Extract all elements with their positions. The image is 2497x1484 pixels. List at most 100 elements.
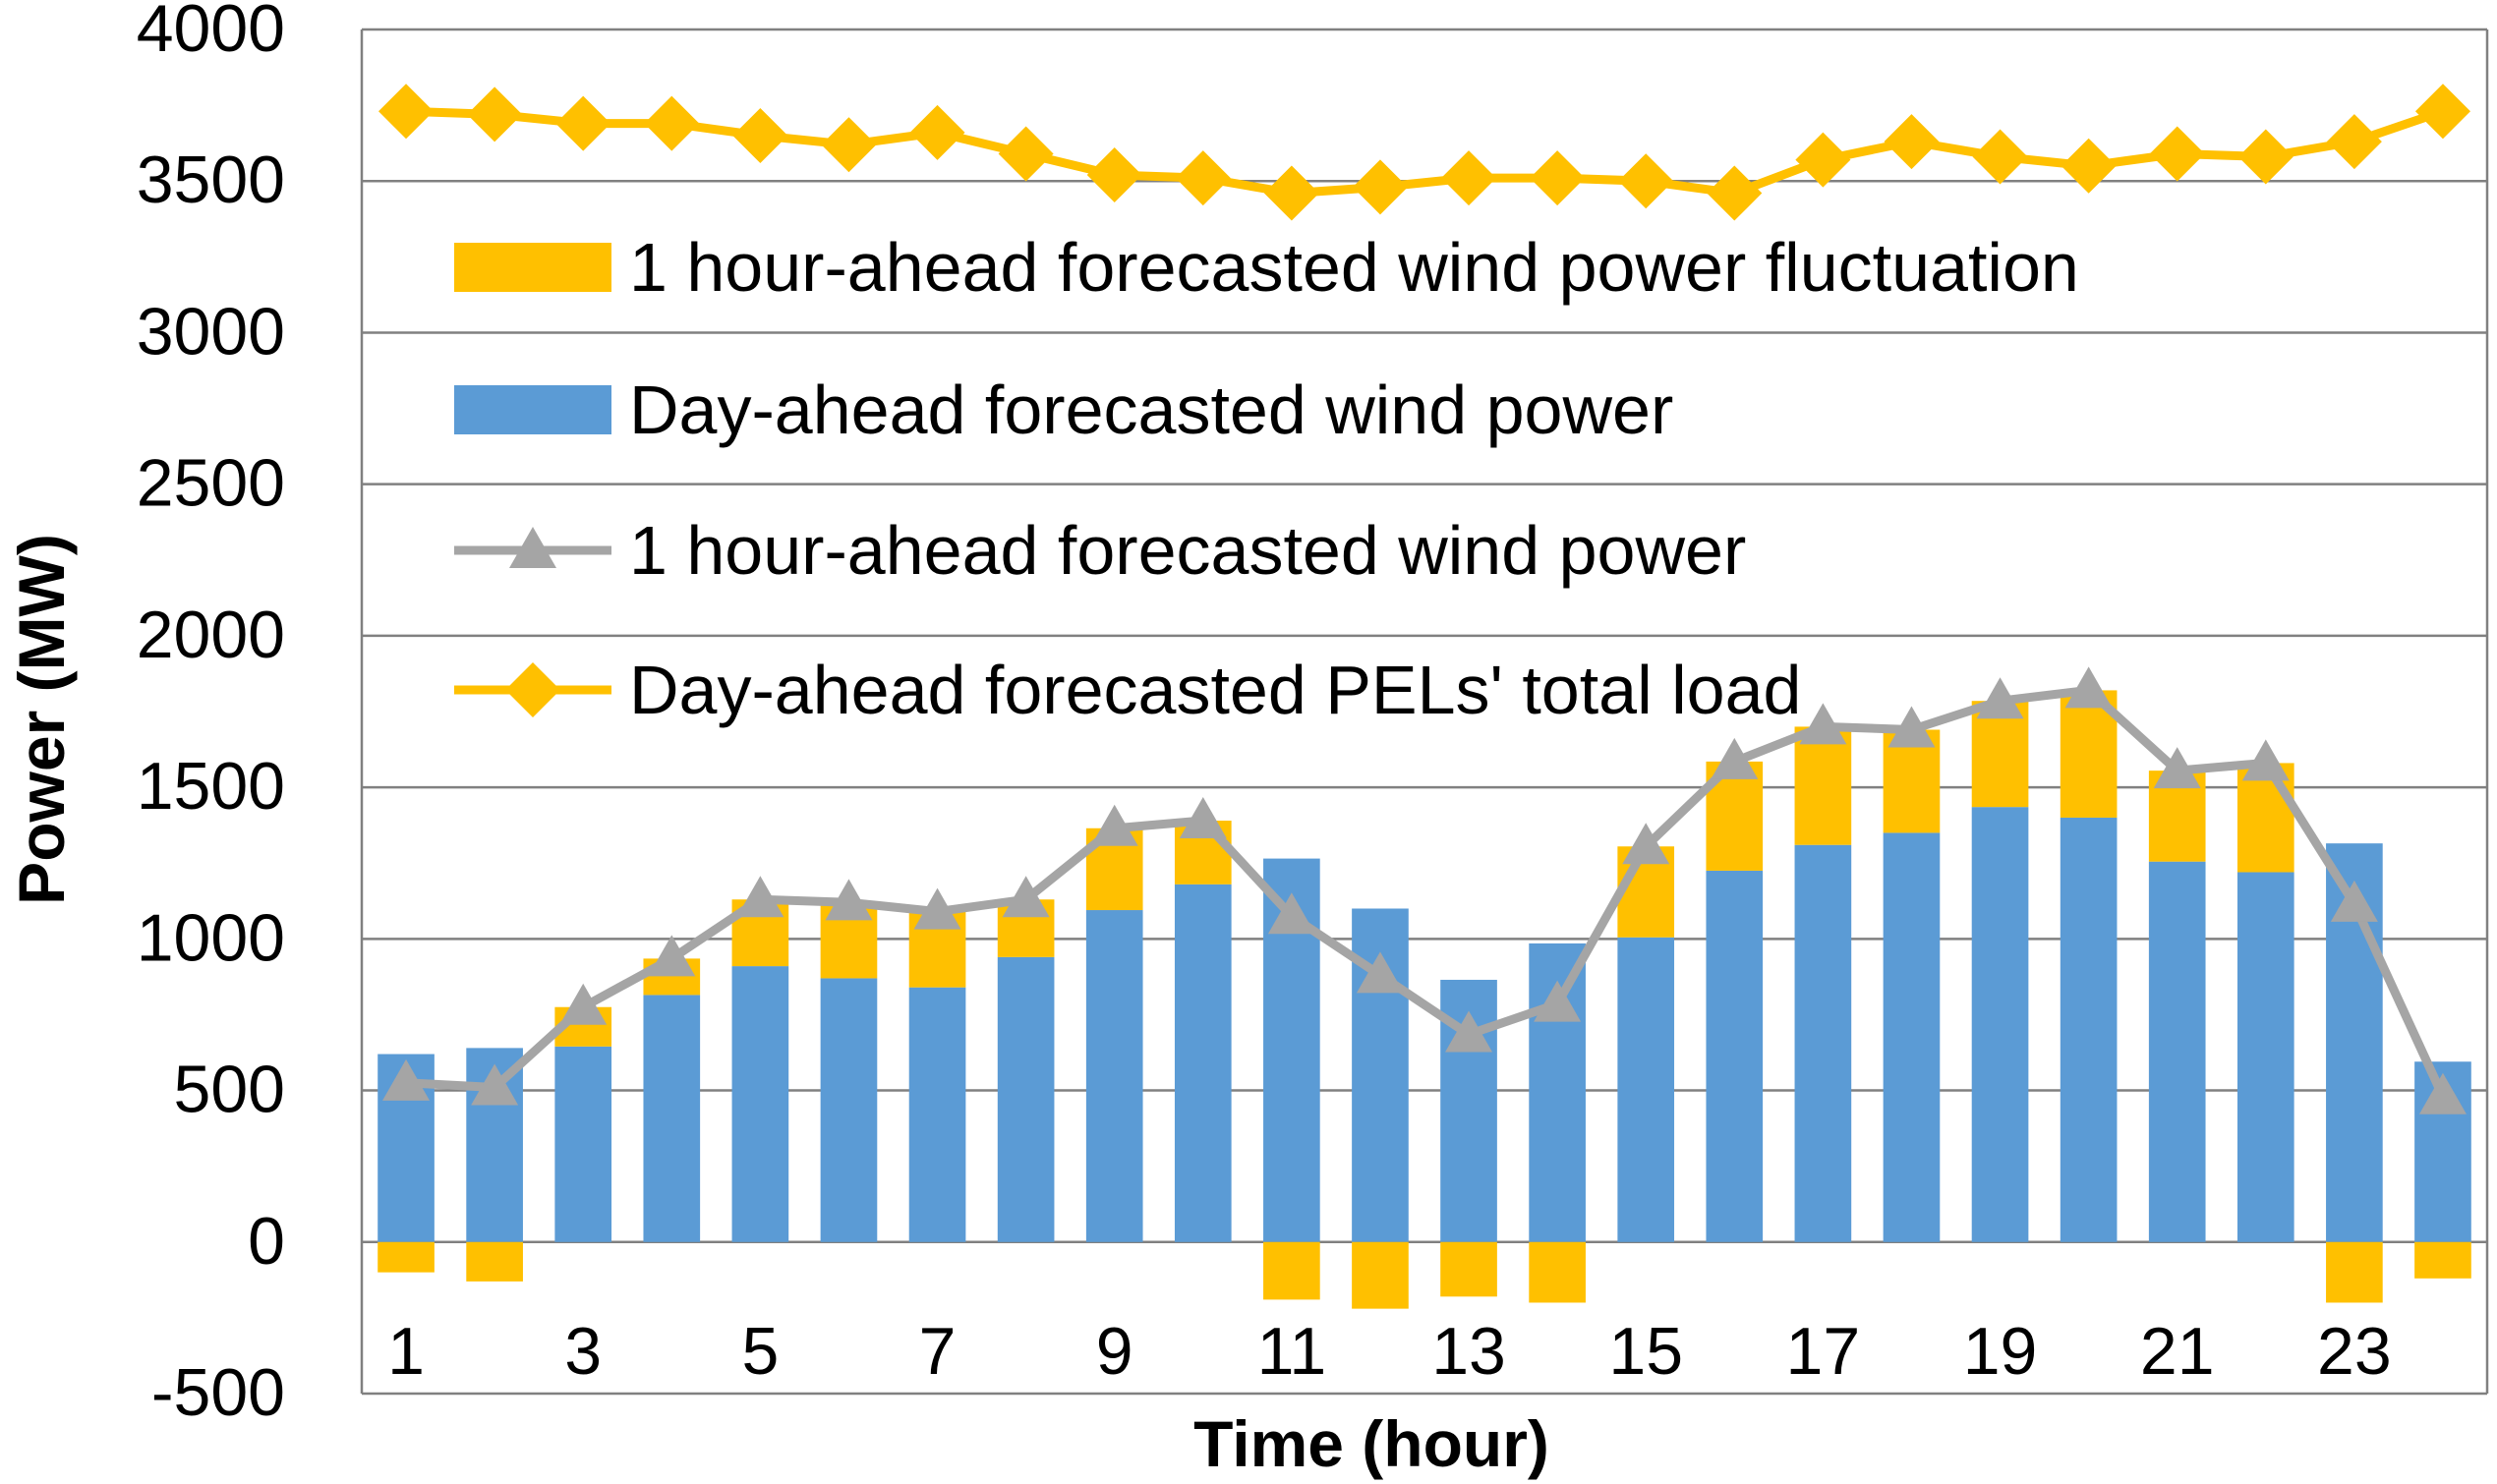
x-tick-label: 1 (387, 1314, 425, 1389)
marker-hour-ahead-wind (1267, 892, 1315, 935)
y-tick-label: 1500 (137, 749, 285, 824)
marker-pels-total-load (998, 126, 1054, 182)
marker-pels-total-load (2237, 129, 2294, 185)
marker-pels-total-load (2061, 138, 2117, 194)
y-tick-label: 500 (174, 1053, 285, 1127)
marker-pels-total-load (732, 107, 788, 163)
y-tick-label: 3500 (137, 143, 285, 217)
bar-day-ahead-wind (1883, 832, 1941, 1242)
bar-day-ahead-wind (2148, 861, 2206, 1242)
marker-pels-total-load (378, 84, 435, 140)
marker-hour-ahead-wind (2418, 1072, 2467, 1114)
bar-fluctuation (1352, 1241, 1409, 1309)
y-tick-label: 2500 (137, 446, 285, 521)
lines (378, 84, 2470, 1114)
marker-pels-total-load (2414, 84, 2470, 140)
marker-hour-ahead-wind (2153, 747, 2201, 789)
marker-hour-ahead-wind (1534, 980, 1582, 1022)
marker-pels-total-load (644, 95, 700, 151)
x-tick-label: 3 (564, 1314, 602, 1389)
y-tick-label: 1000 (137, 900, 285, 975)
x-tick-label: 19 (1963, 1314, 2038, 1389)
marker-hour-ahead-wind (1976, 677, 2024, 719)
marker-pels-total-load (1263, 165, 1319, 221)
marker-pels-total-load (909, 104, 965, 160)
marker-hour-ahead-wind (736, 876, 784, 918)
marker-hour-ahead-wind (2241, 739, 2290, 781)
bar-day-ahead-wind (1706, 870, 1764, 1242)
bar-day-ahead-wind (1085, 910, 1143, 1242)
marker-hour-ahead-wind (1002, 876, 1050, 918)
x-tick-label: 11 (1257, 1314, 1327, 1389)
marker-pels-total-load (555, 95, 611, 151)
marker-pels-total-load (1175, 150, 1231, 206)
bar-day-ahead-wind (1617, 937, 1675, 1242)
marker-hour-ahead-wind (471, 1063, 519, 1106)
marker-hour-ahead-wind (1179, 797, 1227, 839)
bar-day-ahead-wind (643, 995, 701, 1242)
x-tick-label: 13 (1431, 1314, 1506, 1389)
marker-pels-total-load (467, 86, 523, 143)
marker-hour-ahead-wind (382, 1058, 431, 1101)
y-tick-label: 3000 (137, 294, 285, 369)
marker-hour-ahead-wind (1622, 823, 1670, 865)
marker-hour-ahead-wind (1445, 1010, 1493, 1053)
legend-marker-diamond (505, 662, 560, 717)
marker-hour-ahead-wind (2064, 666, 2113, 709)
marker-hour-ahead-wind (913, 887, 961, 930)
x-tick-label: 23 (2317, 1314, 2392, 1389)
marker-hour-ahead-wind (1711, 737, 1759, 779)
line-hour-ahead-wind (405, 685, 2448, 1099)
x-tick-label: 17 (1786, 1314, 1861, 1389)
bar-day-ahead-wind (1174, 884, 1232, 1242)
marker-pels-total-load (1707, 165, 1763, 221)
legend: 1 hour-ahead forecasted wind power fluct… (454, 229, 2079, 728)
legend-label: 1 hour-ahead forecasted wind power fluct… (629, 229, 2079, 306)
marker-pels-total-load (1795, 132, 1851, 188)
bar-day-ahead-wind (908, 987, 966, 1242)
legend-label: Day-ahead forecasted PELs' total load (629, 652, 1801, 728)
marker-hour-ahead-wind (1090, 804, 1138, 846)
bar-fluctuation (377, 1241, 435, 1273)
bar-day-ahead-wind (997, 956, 1055, 1242)
marker-hour-ahead-wind (2330, 880, 2378, 922)
marker-hour-ahead-wind (825, 879, 873, 921)
bar-day-ahead-wind (731, 966, 789, 1242)
x-tick-label: 9 (1096, 1314, 1133, 1389)
marker-hour-ahead-wind (1887, 706, 1936, 748)
marker-pels-total-load (1618, 153, 1674, 209)
x-tick-label: 15 (1608, 1314, 1683, 1389)
bar-day-ahead-wind (820, 978, 878, 1242)
bars (377, 690, 2471, 1309)
marker-hour-ahead-wind (648, 935, 696, 977)
bar-fluctuation (2326, 1241, 2383, 1303)
bar-fluctuation (2414, 1241, 2471, 1279)
marker-pels-total-load (1972, 129, 2028, 185)
marker-hour-ahead-wind (1356, 951, 1404, 994)
marker-pels-total-load (1884, 114, 1940, 170)
marker-pels-total-load (2149, 126, 2205, 182)
y-axis-title: Power (MW) (5, 534, 78, 905)
legend-swatch-day-ahead-wind (454, 385, 611, 434)
legend-label: Day-ahead forecasted wind power (629, 371, 1673, 448)
marker-pels-total-load (1441, 150, 1497, 206)
legend-label: 1 hour-ahead forecasted wind power (629, 512, 1746, 589)
bar-day-ahead-wind (1971, 807, 2029, 1242)
bar-fluctuation (1794, 726, 1852, 845)
bar-fluctuation (1529, 1241, 1586, 1303)
marker-pels-total-load (2326, 114, 2382, 170)
x-tick-label: 21 (2140, 1314, 2215, 1389)
legend-swatch-fluctuation (454, 243, 611, 292)
y-tick-label: 4000 (137, 0, 285, 66)
marker-hour-ahead-wind (559, 983, 608, 1025)
bar-day-ahead-wind (1794, 844, 1852, 1242)
y-tick-label: 2000 (137, 598, 285, 672)
bar-fluctuation (1440, 1241, 1497, 1297)
marker-pels-total-load (1530, 150, 1586, 206)
bar-fluctuation (466, 1241, 523, 1282)
bar-fluctuation (1263, 1241, 1320, 1300)
marker-pels-total-load (821, 117, 877, 173)
